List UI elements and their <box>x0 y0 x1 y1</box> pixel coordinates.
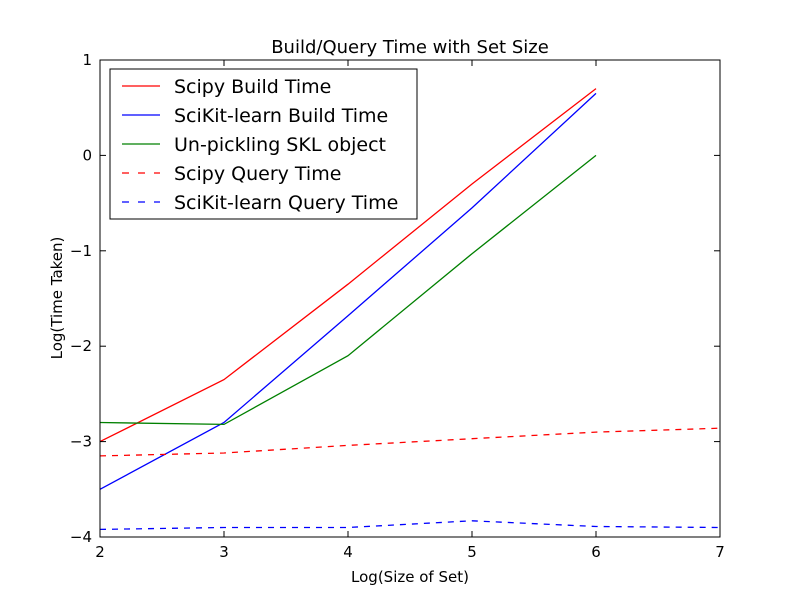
legend-box <box>109 68 418 220</box>
y-tick-label: −4 <box>70 528 92 546</box>
legend: Scipy Build Time SciKit-learn Build Time U… <box>109 68 418 220</box>
x-tick-label: 5 <box>467 543 477 561</box>
series-layer <box>99 88 721 531</box>
y-tick-label: 1 <box>82 51 92 69</box>
ticks-layer: 2 3 4 5 6 7 1 0 −1 −2 −3 −4 <box>70 51 725 561</box>
y-tick-label: −2 <box>70 337 92 355</box>
chart-title: Build/Query Time with Set Size <box>271 37 549 58</box>
x-tick-label: 7 <box>715 543 725 561</box>
plot-frame <box>99 59 721 538</box>
legend-label: SciKit-learn Build Time <box>174 105 388 127</box>
legend-label: SciKit-learn Query Time <box>174 192 398 214</box>
y-tick-label: −3 <box>70 433 92 451</box>
series-line-5 <box>99 520 721 531</box>
y-axis-label: Log(Time Taken) <box>48 237 66 360</box>
x-tick-label: 6 <box>591 543 601 561</box>
series-line-3 <box>99 154 597 426</box>
series-line-2 <box>99 92 597 490</box>
series-line-1 <box>99 88 597 443</box>
x-tick-label: 2 <box>95 543 105 561</box>
legend-label: Scipy Query Time <box>174 163 341 185</box>
x-axis-label: Log(Size of Set) <box>351 568 469 586</box>
legend-label: Un-pickling SKL object <box>174 134 386 156</box>
y-tick-label: 0 <box>82 146 92 164</box>
series-line-4 <box>99 427 721 457</box>
legend-label: Scipy Build Time <box>174 76 331 98</box>
x-tick-label: 3 <box>219 543 229 561</box>
x-tick-label: 4 <box>343 543 353 561</box>
y-tick-label: −1 <box>70 242 92 260</box>
